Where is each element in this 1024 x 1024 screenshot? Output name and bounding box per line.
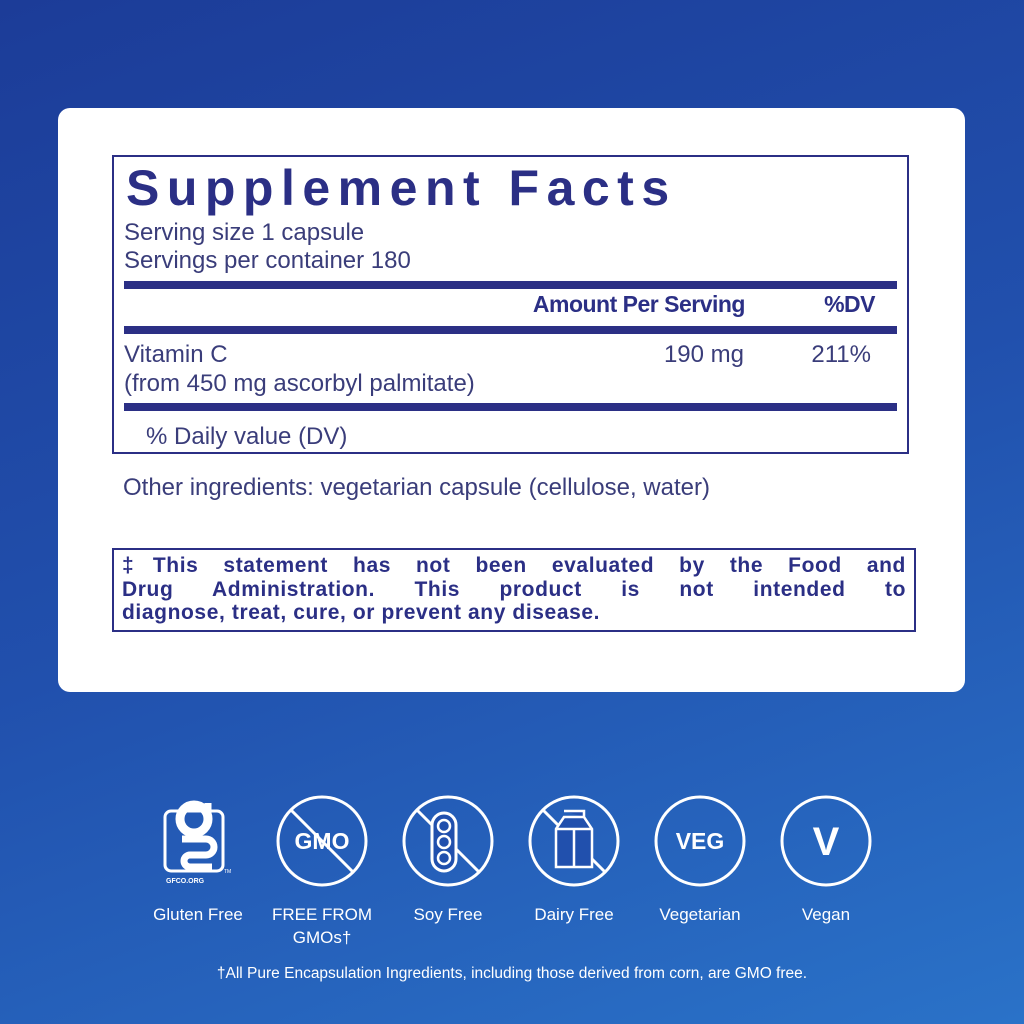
- gmo-footnote: †All Pure Encapsulation Ingredients, inc…: [216, 965, 808, 982]
- badge-label-line: FREE FROM: [271, 905, 373, 924]
- serving-size: Serving size 1 capsule: [124, 219, 365, 246]
- disclaimer-line: diagnose, treat, cure, or prevent any di…: [122, 601, 601, 624]
- badge-label-line: GMOs†: [292, 928, 352, 947]
- svg-text:GFCO.ORG: GFCO.ORG: [166, 878, 205, 885]
- badge-label: Soy Free: [413, 905, 483, 924]
- badge-label: Vegan: [801, 905, 851, 924]
- fda-disclaimer: ‡This statement has not been evaluated b…: [112, 548, 916, 632]
- ingredient-dv: 211%: [811, 341, 871, 368]
- badge-label: FREE FROM GMOs†: [252, 903, 392, 949]
- servings-per-container: Servings per container 180: [124, 247, 411, 274]
- ingredient-amount: 190 mg: [663, 341, 744, 368]
- ingredient-name: Vitamin C: [124, 341, 228, 368]
- disclaimer-line: ‡This statement has not been evaluated b…: [122, 554, 906, 577]
- svg-text:GMO: GMO: [295, 828, 350, 854]
- supplement-label-card: Supplement Facts Serving size 1 capsule …: [58, 108, 965, 692]
- svg-text:V: V: [813, 820, 840, 864]
- badge-label: Dairy Free: [534, 905, 614, 924]
- other-ingredients: Other ingredients: vegetarian capsule (c…: [123, 474, 710, 501]
- divider: [124, 281, 897, 289]
- gluten-free-gfco-icon: GFCO.ORG TM: [163, 800, 231, 885]
- gmo-free-icon: GMO: [276, 795, 368, 887]
- divider: [124, 403, 897, 411]
- svg-text:TM: TM: [224, 869, 231, 875]
- vegan-icon: V: [780, 795, 872, 887]
- disclaimer-line: Drug Administration. This product is not…: [122, 577, 906, 601]
- vegetarian-icon: VEG: [654, 795, 746, 887]
- soy-free-icon: [402, 795, 494, 887]
- badge-label: Gluten Free: [153, 905, 243, 924]
- ingredient-source: (from 450 mg ascorbyl palmitate): [124, 370, 475, 397]
- dv-note: % Daily value (DV): [146, 423, 348, 450]
- svg-text:VEG: VEG: [676, 828, 725, 854]
- divider: [124, 326, 897, 334]
- badge-label: Vegetarian: [659, 905, 741, 924]
- dairy-free-icon: [528, 795, 620, 887]
- dv-header: %DV: [824, 291, 875, 317]
- supplement-facts-panel: Supplement Facts Serving size 1 capsule …: [112, 155, 909, 454]
- facts-title: Supplement Facts: [126, 160, 677, 216]
- amount-header: Amount Per Serving: [532, 291, 746, 317]
